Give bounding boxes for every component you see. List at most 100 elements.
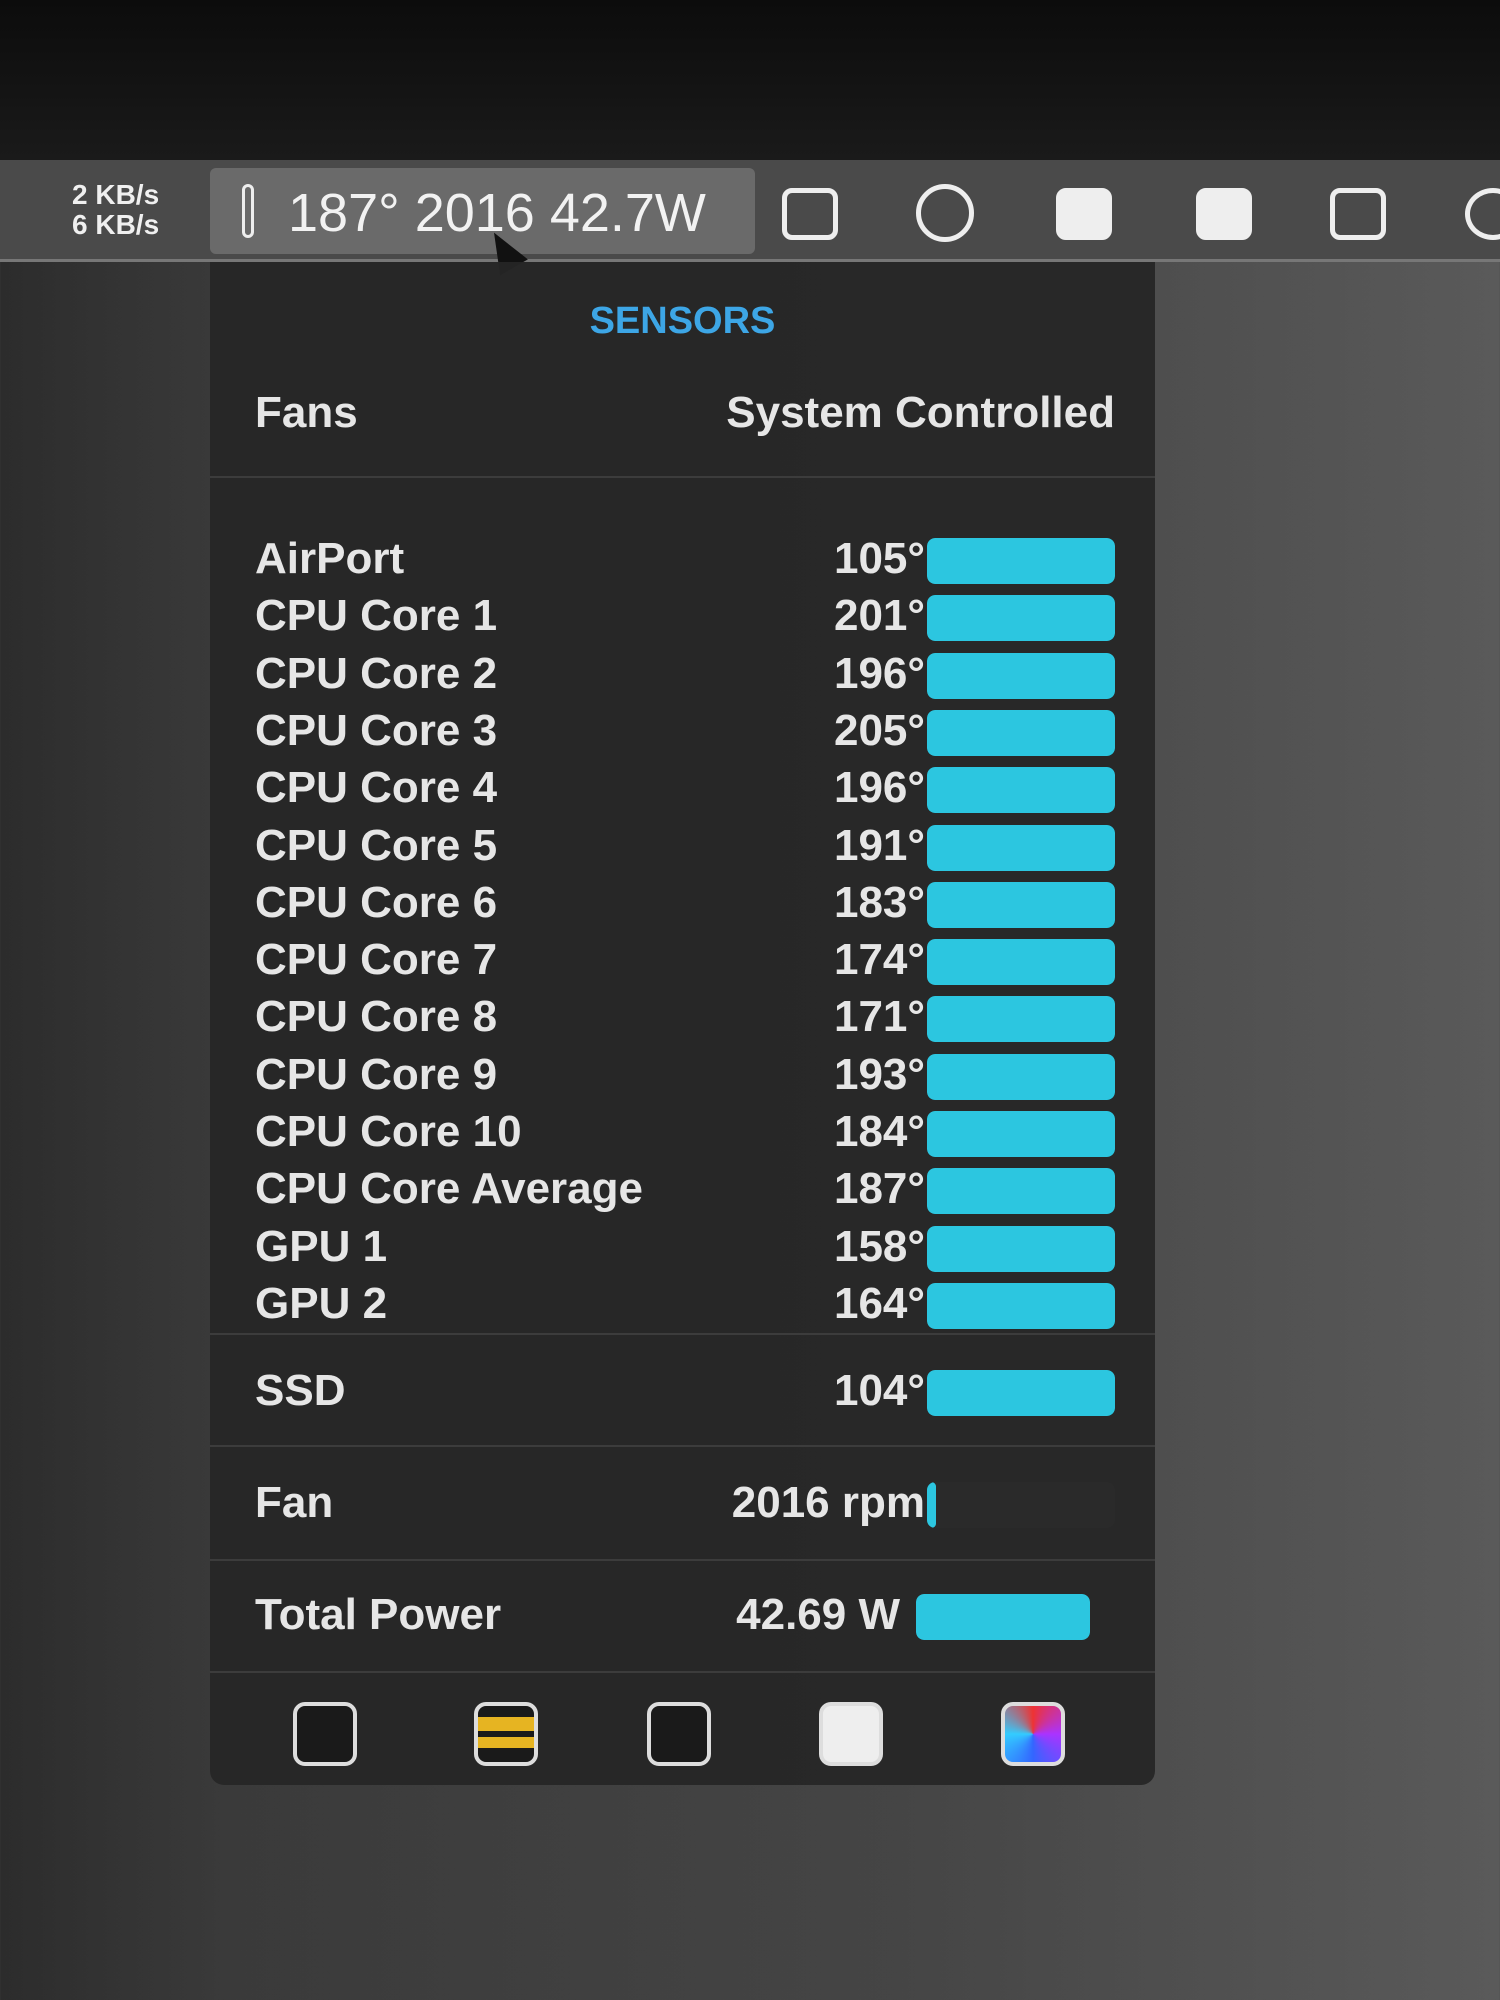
sensor-value: 205° (833, 705, 925, 755)
level-bar (927, 1111, 1115, 1157)
sensors-summary: 187° 2016 42.7W (288, 183, 706, 243)
level-fill (927, 538, 1115, 584)
upload-rate: 2 KB/s (72, 179, 160, 210)
level-bar (927, 881, 1115, 928)
sensor-label: GPU 1 (255, 1221, 388, 1271)
sensor-row: CPU Core 10 184° (255, 1107, 1115, 1157)
level-bar (927, 1370, 1115, 1416)
record-icon[interactable] (916, 184, 974, 242)
sensor-label: CPU Core 4 (255, 763, 498, 813)
level-bar (927, 1282, 1115, 1329)
sensor-row: CPU Core 3 205° (255, 706, 1115, 756)
level-fill (927, 824, 1115, 871)
sensor-value: 2016 rpm (731, 1478, 925, 1527)
sensor-row: CPU Core 5 191° (255, 821, 1115, 871)
terminal-icon[interactable] (647, 1702, 711, 1766)
sensor-value: 193° (833, 1049, 925, 1099)
sensor-row: GPU 1 158° (255, 1222, 1115, 1272)
sensor-value: 158° (833, 1221, 925, 1271)
sensor-label: CPU Core 1 (255, 591, 498, 641)
divider (210, 476, 1155, 478)
thermometer-icon (242, 184, 254, 238)
sensor-label: CPU Core 2 (255, 648, 498, 698)
sensor-row: CPU Core Average 187° (255, 1164, 1115, 1215)
sensor-label: Total Power (255, 1590, 502, 1639)
level-fill (927, 652, 1115, 699)
level-fill (927, 1370, 1115, 1416)
sensor-label: Fan (255, 1478, 334, 1527)
divider (210, 1445, 1155, 1447)
system-information-icon[interactable] (819, 1702, 883, 1766)
level-bar (927, 1168, 1115, 1215)
screen-bezel (0, 0, 1500, 160)
sensor-row: CPU Core 6 183° (255, 878, 1115, 928)
fans-label: Fans (255, 388, 358, 437)
sensors-menu-item[interactable]: 187° 2016 42.7W (210, 168, 755, 254)
level-bar (927, 1053, 1115, 1100)
level-bar (927, 767, 1115, 814)
sensor-label: CPU Core 7 (255, 935, 498, 985)
sensor-value: 196° (833, 648, 925, 698)
activity-monitor-icon[interactable] (293, 1702, 357, 1766)
level-bar (927, 1482, 1115, 1528)
level-bar (927, 538, 1115, 584)
sensor-value: 164° (833, 1278, 925, 1328)
sensor-label: CPU Core 8 (255, 992, 498, 1042)
display-icon[interactable] (782, 188, 838, 240)
level-bar (927, 1225, 1115, 1272)
sensor-label: CPU Core 3 (255, 705, 498, 755)
sensor-value: 183° (833, 877, 925, 927)
level-fill (927, 1111, 1115, 1157)
sensor-row: CPU Core 8 171° (255, 992, 1115, 1043)
sensor-label: AirPort (255, 534, 405, 583)
level-bar (916, 1594, 1090, 1640)
sensor-row: CPU Core 2 196° (255, 649, 1115, 699)
sensor-value: 201° (833, 591, 925, 641)
level-fill (927, 1282, 1115, 1329)
sensor-row: CPU Core 4 196° (255, 763, 1115, 814)
level-bar (927, 996, 1115, 1043)
sensor-value: 42.69 W (736, 1590, 900, 1639)
sensor-row: CPU Core 1 201° (255, 591, 1115, 642)
level-fill (927, 1225, 1115, 1272)
notes-icon[interactable] (1196, 188, 1252, 240)
sensor-label: CPU Core 10 (255, 1107, 522, 1156)
sensor-value: 191° (833, 820, 925, 870)
ssd-row: SSD 104° (255, 1366, 1115, 1416)
level-fill (927, 1168, 1115, 1215)
level-fill (927, 1482, 937, 1528)
calendar-icon[interactable] (1056, 188, 1112, 240)
divider (210, 1671, 1155, 1673)
sensor-value: 174° (833, 935, 925, 985)
level-bar (927, 709, 1115, 756)
sensor-row: CPU Core 7 174° (255, 935, 1115, 986)
power-row: Total Power 42.69 W (255, 1590, 1090, 1640)
fans-mode[interactable]: System Controlled (726, 388, 1115, 437)
level-fill (927, 939, 1115, 986)
level-fill (927, 1053, 1115, 1100)
sensor-label: SSD (255, 1366, 346, 1415)
level-bar (927, 595, 1115, 642)
menu-bar: 2 KB/s 6 KB/s 187° 2016 42.7W (0, 160, 1500, 262)
panel-title: SENSORS (589, 300, 776, 342)
network-stats-menu[interactable]: 2 KB/s 6 KB/s (72, 180, 159, 240)
istat-icon[interactable] (1001, 1702, 1065, 1766)
sensor-row: GPU 2 164° (255, 1279, 1115, 1329)
download-rate: 6 KB/s (72, 209, 160, 240)
divider (210, 1559, 1155, 1561)
level-fill (927, 595, 1115, 642)
fans-row[interactable]: Fans System Controlled (255, 388, 1115, 438)
console-icon[interactable] (474, 1702, 538, 1766)
window-switcher-icon[interactable] (1330, 188, 1386, 240)
level-fill (927, 996, 1115, 1043)
sensor-value: 104° (833, 1366, 925, 1415)
level-fill (916, 1594, 1090, 1640)
play-icon[interactable] (1465, 188, 1500, 240)
sensor-label: CPU Core Average (255, 1164, 643, 1214)
sensor-row: AirPort 105° (255, 534, 1115, 584)
level-bar (927, 824, 1115, 871)
sensor-row: CPU Core 9 193° (255, 1050, 1115, 1100)
level-bar (927, 652, 1115, 699)
sensor-label: CPU Core 6 (255, 877, 498, 927)
sensor-value: 171° (833, 992, 925, 1042)
